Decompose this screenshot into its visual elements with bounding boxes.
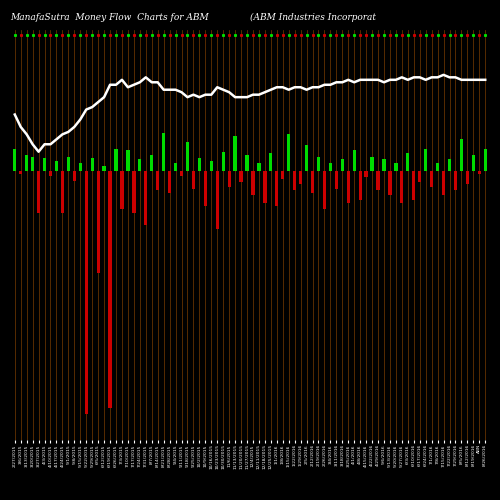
Bar <box>222 152 225 171</box>
Bar <box>61 171 64 212</box>
Bar <box>460 139 463 171</box>
Bar <box>55 162 58 171</box>
Bar <box>234 136 236 171</box>
Bar <box>305 146 308 171</box>
Bar <box>400 171 404 203</box>
Bar <box>228 171 231 187</box>
Bar <box>281 171 284 178</box>
Bar <box>252 171 254 196</box>
Bar <box>132 171 136 212</box>
Bar <box>436 163 439 171</box>
Bar <box>108 171 112 408</box>
Bar <box>174 163 177 171</box>
Bar <box>78 163 82 171</box>
Bar <box>370 157 374 171</box>
Bar <box>430 171 434 187</box>
Bar <box>144 171 148 226</box>
Bar <box>168 171 171 194</box>
Text: (ABM Industries Incorporat: (ABM Industries Incorporat <box>250 12 376 22</box>
Bar <box>454 171 457 190</box>
Bar <box>156 171 160 190</box>
Bar <box>162 132 166 171</box>
Bar <box>84 171 88 414</box>
Bar <box>394 163 398 171</box>
Bar <box>478 171 481 173</box>
Bar <box>258 163 260 171</box>
Bar <box>329 163 332 171</box>
Bar <box>49 171 52 176</box>
Bar <box>466 171 469 183</box>
Bar <box>340 160 344 171</box>
Bar <box>382 160 386 171</box>
Bar <box>31 157 34 171</box>
Bar <box>198 158 201 171</box>
Bar <box>192 171 195 189</box>
Bar <box>388 171 392 196</box>
Bar <box>293 171 296 190</box>
Bar <box>376 171 380 190</box>
Bar <box>317 157 320 171</box>
Bar <box>334 171 338 189</box>
Bar <box>448 160 451 171</box>
Bar <box>346 171 350 203</box>
Bar <box>150 155 154 171</box>
Bar <box>72 171 76 180</box>
Bar <box>287 134 290 171</box>
Bar <box>102 166 106 171</box>
Bar <box>210 162 213 171</box>
Bar <box>13 148 16 171</box>
Bar <box>424 148 428 171</box>
Bar <box>19 171 22 174</box>
Bar <box>418 171 422 182</box>
Bar <box>138 160 141 171</box>
Bar <box>299 171 302 183</box>
Bar <box>472 155 475 171</box>
Bar <box>323 171 326 209</box>
Bar <box>25 155 28 171</box>
Bar <box>43 158 46 171</box>
Bar <box>204 171 207 206</box>
Bar <box>269 153 272 171</box>
Bar <box>240 171 242 182</box>
Text: ManafaSutra  Money Flow  Charts for ABM: ManafaSutra Money Flow Charts for ABM <box>10 12 209 22</box>
Bar <box>120 171 124 209</box>
Bar <box>180 171 183 176</box>
Bar <box>114 148 117 171</box>
Bar <box>352 150 356 171</box>
Bar <box>37 171 40 212</box>
Bar <box>442 171 445 196</box>
Bar <box>90 158 94 171</box>
Bar <box>484 148 487 171</box>
Bar <box>216 171 219 228</box>
Bar <box>358 171 362 200</box>
Bar <box>364 171 368 177</box>
Bar <box>126 150 130 171</box>
Bar <box>96 171 100 274</box>
Bar <box>311 171 314 194</box>
Bar <box>246 155 248 171</box>
Bar <box>275 171 278 206</box>
Bar <box>186 142 189 171</box>
Bar <box>406 153 409 171</box>
Bar <box>264 171 266 203</box>
Bar <box>66 157 70 171</box>
Bar <box>412 171 416 200</box>
